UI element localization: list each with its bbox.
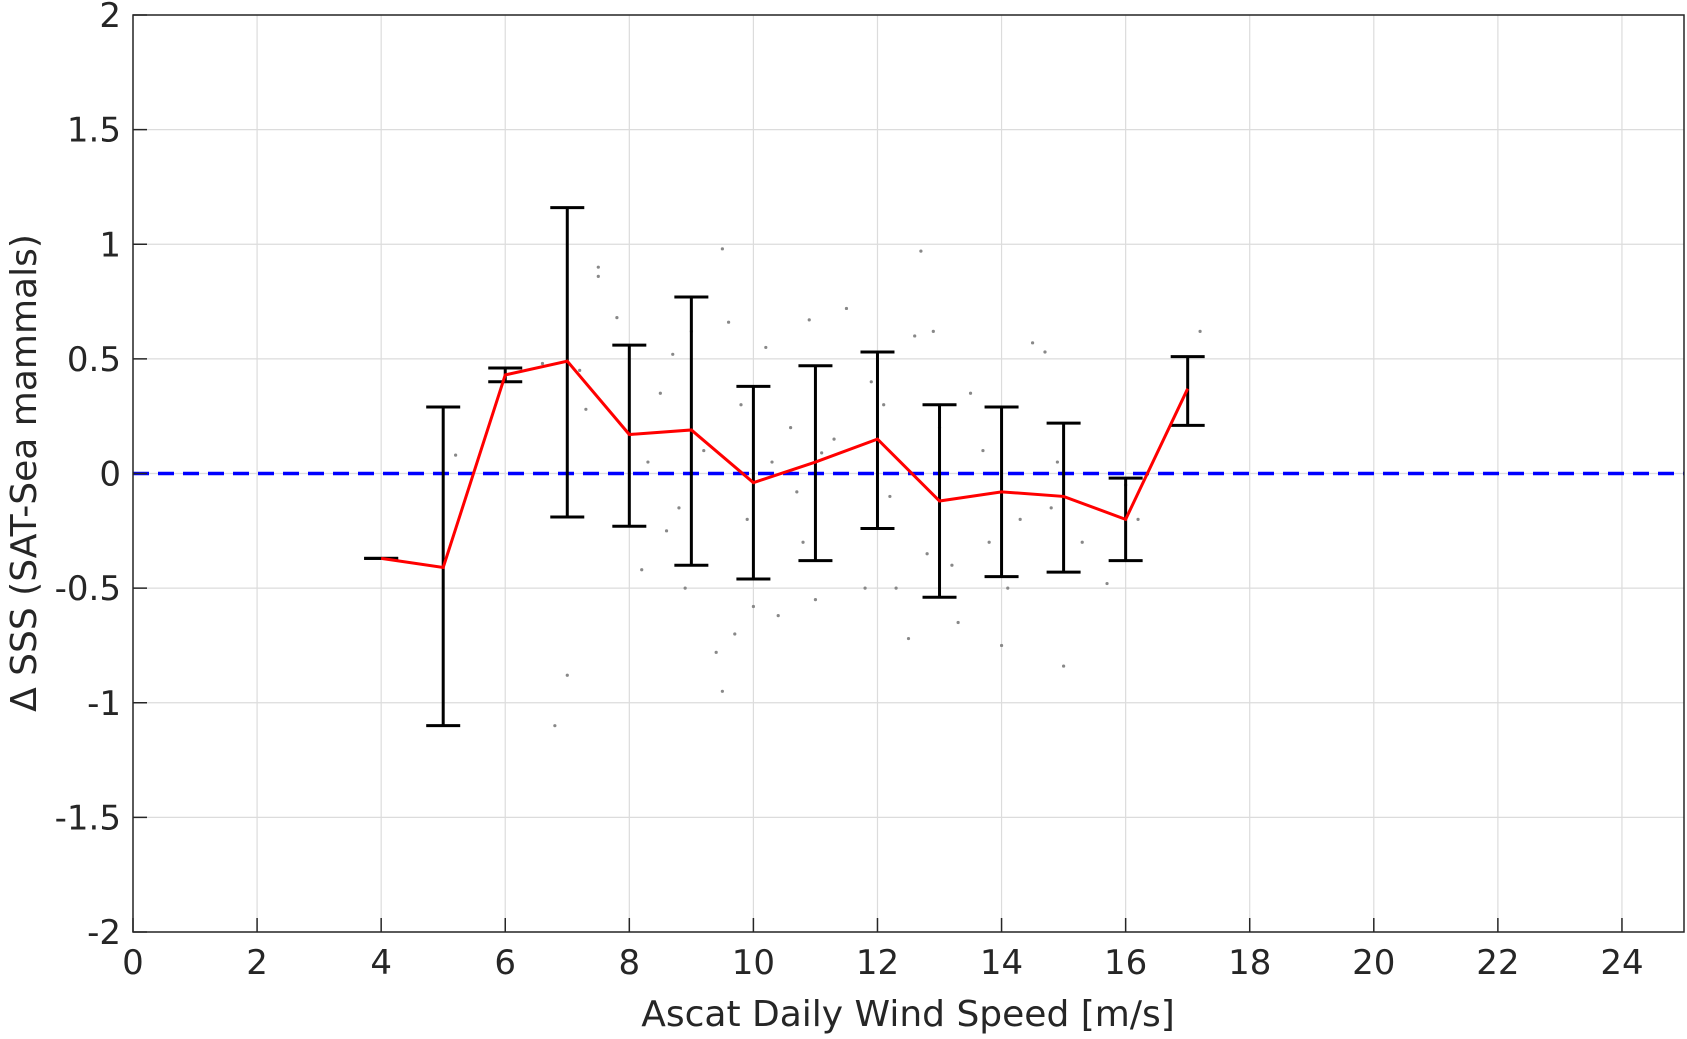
scatter-point (820, 451, 824, 455)
scatter-point (1055, 460, 1059, 464)
x-tick-label: 22 (1476, 943, 1519, 983)
y-tick-label: -1.5 (55, 798, 121, 838)
x-tick-label: 2 (246, 943, 268, 983)
y-axis-label: Δ SSS (SAT-Sea mammals) (4, 234, 45, 712)
scatter-point (801, 540, 805, 544)
scatter-point (640, 568, 644, 572)
x-tick-label: 8 (618, 943, 640, 983)
scatter-point (906, 636, 911, 641)
scatter-point (658, 391, 662, 395)
x-tick-label: 24 (1600, 943, 1643, 983)
scatter-point (764, 345, 768, 350)
scatter-point (683, 586, 687, 590)
x-tick-label: 12 (856, 943, 899, 983)
x-tick-label: 16 (1104, 943, 1147, 983)
x-axis-ticks: 0 2 4 6 8 10 12 14 16 18 20 22 24 (122, 918, 1644, 983)
x-axis-label: Ascat Daily Wind Speed [m/s] (641, 994, 1175, 1035)
scatter-point (702, 448, 706, 453)
scatter-point (1136, 517, 1140, 521)
scatter-point (913, 334, 917, 338)
scatter-point (1030, 341, 1035, 345)
scatter-point (807, 318, 811, 322)
y-tick-label: 1 (99, 225, 121, 265)
scatter-point (596, 265, 600, 269)
scatter-point (863, 586, 867, 590)
scatter-point (999, 643, 1004, 648)
scatter-point (540, 361, 545, 366)
scatter-point (1043, 350, 1047, 354)
scatter-point (888, 494, 892, 499)
y-tick-label: 1.5 (67, 111, 121, 151)
scatter-point (677, 506, 681, 510)
scatter-point (553, 724, 557, 728)
scatter-point (1080, 540, 1084, 544)
scatter-point (956, 620, 960, 625)
scatter-point (832, 437, 836, 441)
scatter-point (720, 689, 724, 693)
x-tick-label: 6 (494, 943, 516, 983)
scatter-point (987, 540, 991, 544)
scatter-point (584, 407, 588, 411)
scatter-point (664, 529, 669, 533)
scatter-point (776, 614, 780, 618)
scatter-point (1105, 581, 1109, 586)
x-tick-label: 4 (370, 943, 392, 983)
x-tick-label: 20 (1352, 943, 1395, 983)
mean-line (380, 359, 1190, 570)
scatter-point (925, 552, 929, 556)
scatter-point (968, 391, 973, 395)
scatter-point (795, 490, 799, 494)
scatter-point (1062, 664, 1066, 668)
scatter-point (770, 460, 774, 464)
scatter-point (720, 247, 724, 251)
scatter-point (596, 274, 600, 278)
scatter-point (578, 368, 582, 372)
x-tick-label: 0 (122, 943, 144, 983)
scatter-point (894, 586, 898, 590)
scatter-point (813, 597, 818, 602)
y-tick-label: 0.5 (67, 340, 121, 380)
scatter-points (454, 247, 1202, 728)
scatter-point (714, 650, 718, 654)
y-tick-label: -1 (87, 684, 121, 724)
scatter-point (726, 320, 731, 324)
y-axis-ticks: 2 1.5 1 0.5 0 -0.5 -1 -1.5 -2 (55, 0, 147, 953)
scatter-point (671, 352, 675, 356)
scatter-point (919, 249, 923, 253)
scatter-point (789, 426, 793, 430)
scatter-point (565, 673, 569, 677)
x-tick-label: 14 (980, 943, 1023, 983)
scatter-point (751, 604, 756, 609)
scatter-point (931, 329, 935, 333)
scatter-point (646, 460, 650, 464)
scatter-point (1198, 329, 1202, 333)
scatter-point (869, 380, 873, 384)
scatter-point (981, 448, 985, 453)
scatter-point (615, 316, 619, 320)
y-tick-label: 0 (99, 455, 121, 495)
scatter-point (454, 453, 458, 457)
y-tick-label: -0.5 (55, 569, 121, 609)
x-tick-label: 10 (732, 943, 775, 983)
scatter-point (1018, 517, 1022, 521)
scatter-point (1006, 586, 1010, 590)
scatter-point (844, 306, 849, 311)
scatter-point (950, 563, 954, 567)
y-tick-label: 2 (99, 0, 121, 36)
scatter-point (882, 403, 886, 407)
y-tick-label: -2 (87, 913, 121, 953)
scatter-point (739, 403, 743, 407)
x-tick-label: 18 (1228, 943, 1271, 983)
scatter-point (733, 632, 737, 636)
scatter-point (1049, 506, 1053, 510)
scatter-point (745, 517, 749, 521)
